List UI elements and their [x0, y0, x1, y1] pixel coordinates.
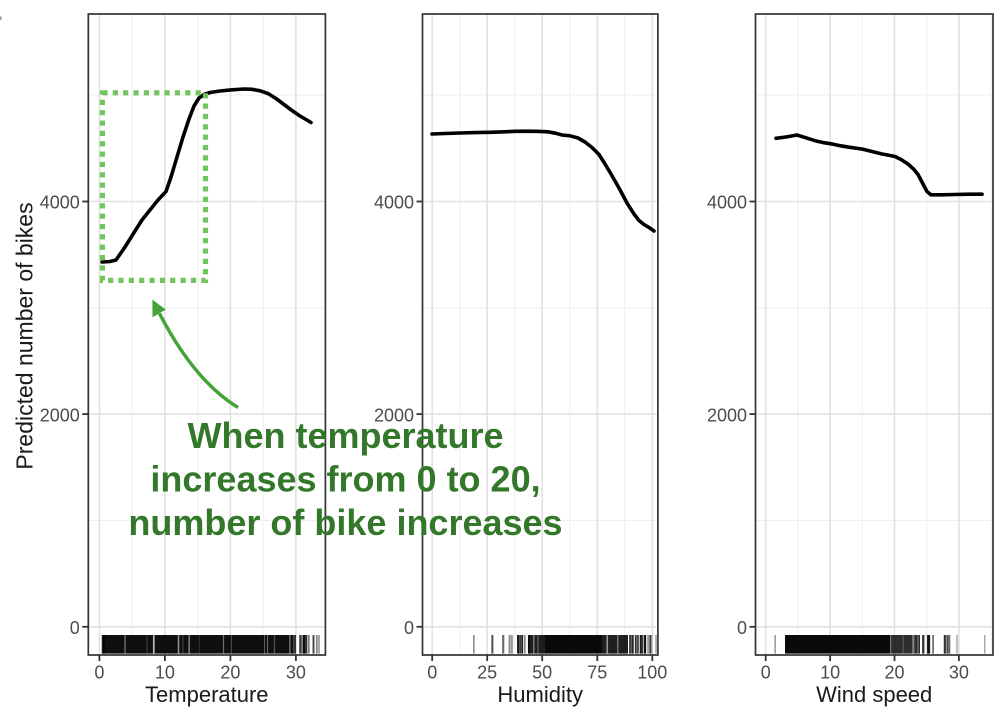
svg-text:number of bike increases: number of bike increases [128, 502, 562, 543]
svg-text:2000: 2000 [374, 405, 414, 425]
svg-text:20: 20 [220, 663, 240, 683]
svg-text:increases from 0 to 20,: increases from 0 to 20, [150, 459, 540, 500]
svg-text:4000: 4000 [374, 193, 414, 213]
svg-text:10: 10 [155, 663, 175, 683]
svg-text:0: 0 [761, 663, 771, 683]
svg-text:0: 0 [94, 663, 104, 683]
svg-text:0: 0 [404, 618, 414, 638]
svg-text:4000: 4000 [707, 193, 747, 213]
svg-text:0: 0 [737, 618, 747, 638]
svg-text:Predicted number of bikes: Predicted number of bikes [12, 202, 38, 469]
svg-text:50: 50 [532, 663, 552, 683]
svg-text:75: 75 [587, 663, 607, 683]
svg-text:20: 20 [884, 663, 904, 683]
svg-text:30: 30 [949, 663, 969, 683]
svg-text:When temperature: When temperature [187, 415, 503, 456]
svg-text:Temperature: Temperature [145, 682, 269, 707]
svg-text:0: 0 [427, 663, 437, 683]
svg-text:2000: 2000 [707, 405, 747, 425]
svg-text:100: 100 [637, 663, 667, 683]
svg-text:2000: 2000 [40, 405, 80, 425]
svg-text:4000: 4000 [40, 193, 80, 213]
svg-text:30: 30 [286, 663, 306, 683]
svg-text:Humidity: Humidity [497, 682, 583, 707]
svg-text:Wind speed: Wind speed [816, 682, 932, 707]
svg-text:25: 25 [477, 663, 497, 683]
svg-text:10: 10 [820, 663, 840, 683]
svg-text:0: 0 [70, 618, 80, 638]
